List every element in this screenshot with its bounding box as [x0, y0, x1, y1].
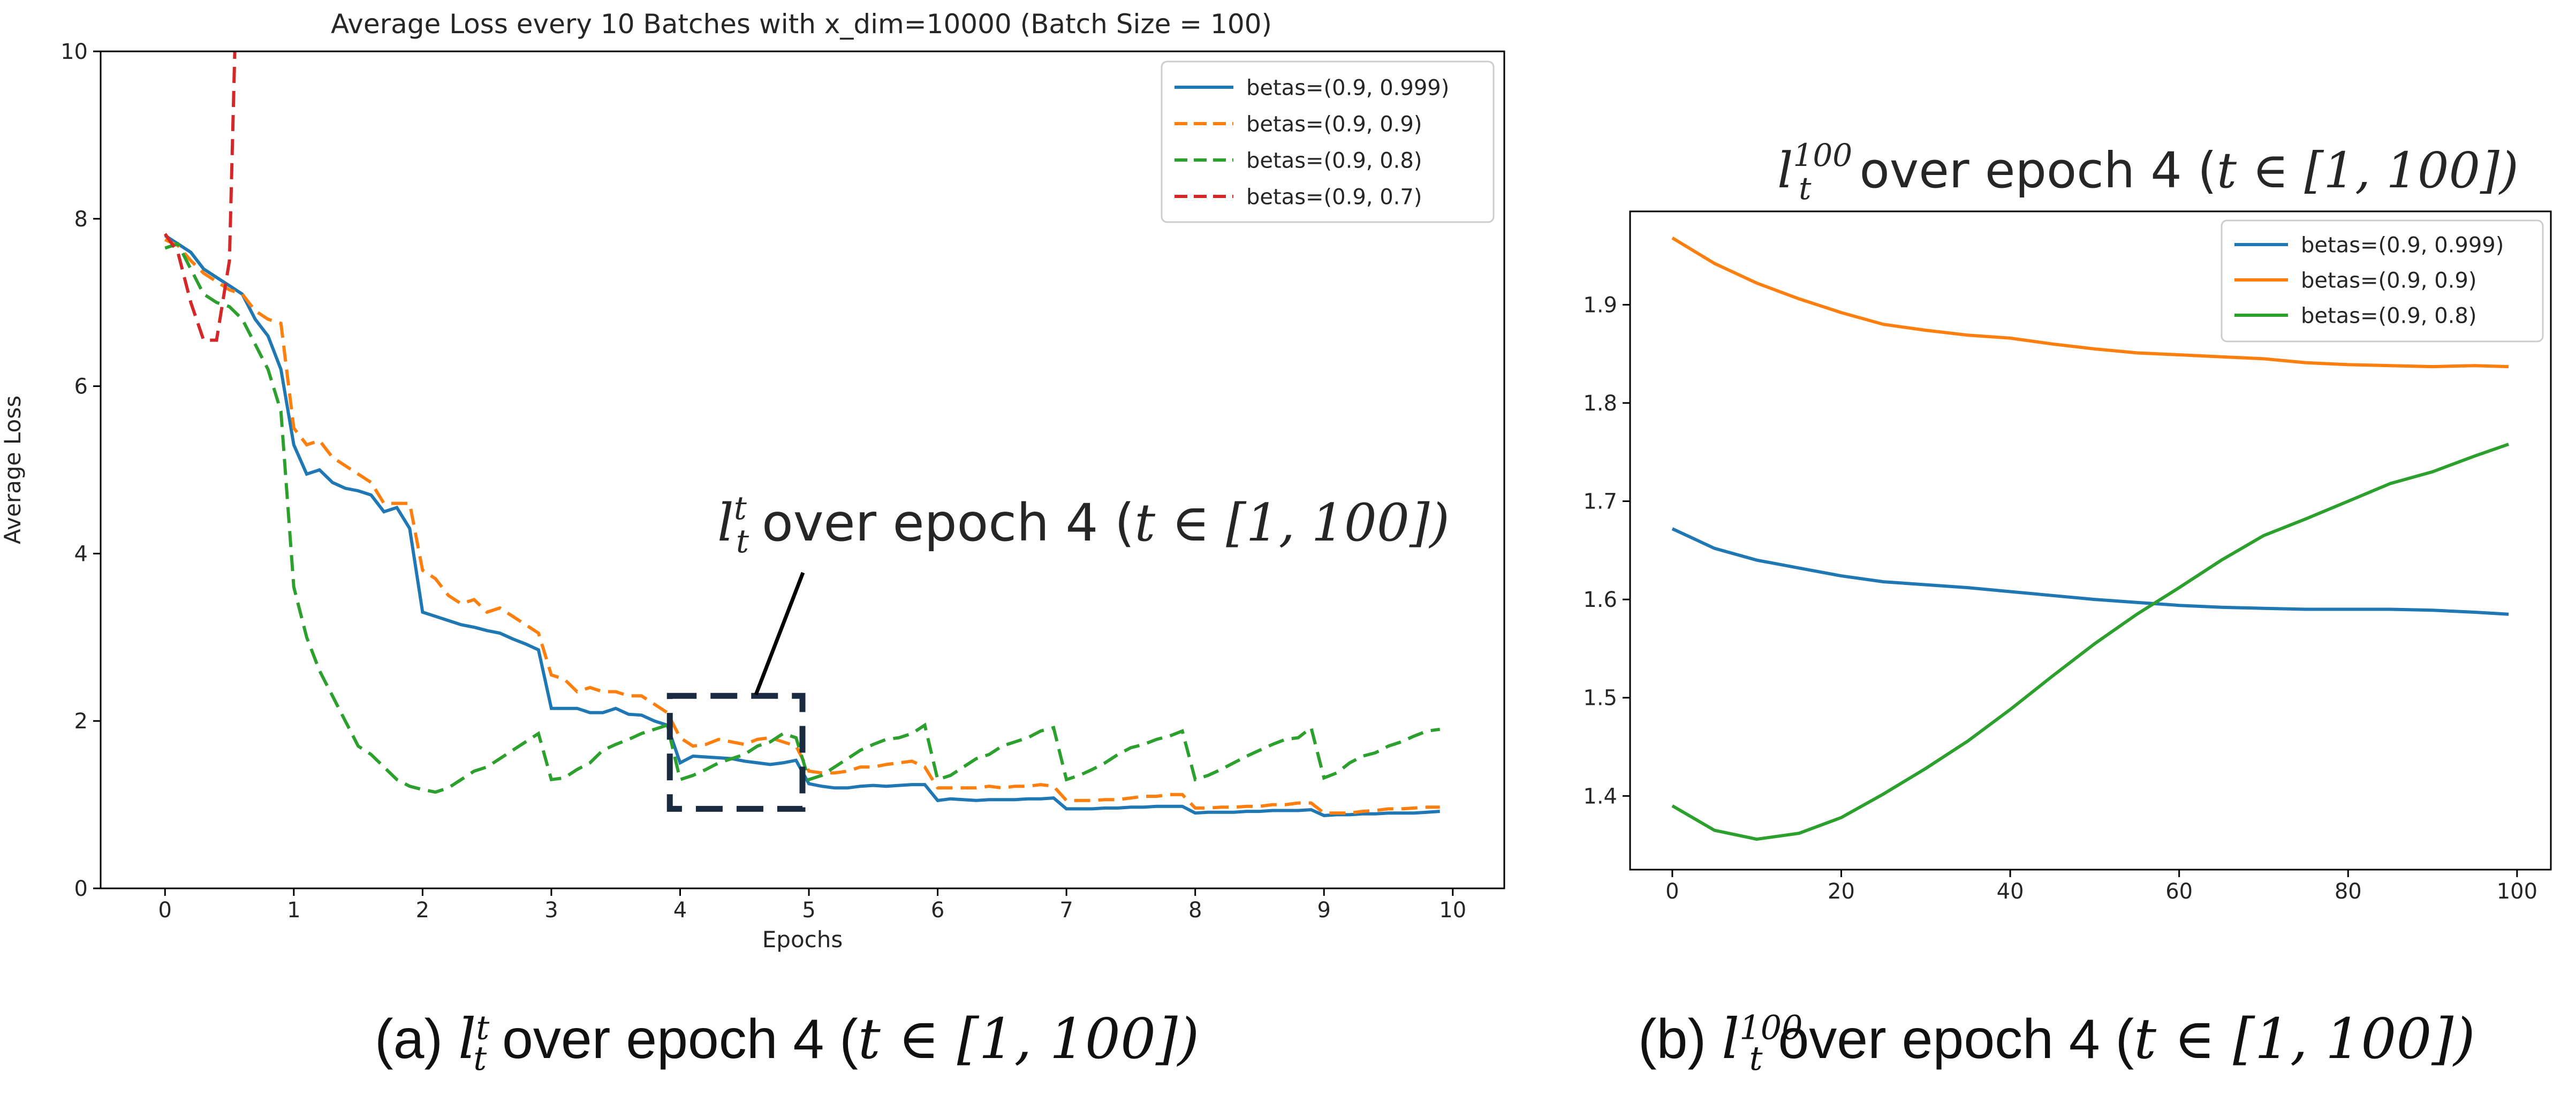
caption-b: (b) l100t over epoch 4 (t ∈ [1, 100]): [1638, 1006, 2475, 1078]
a-x-tick-label-3: 3: [544, 898, 558, 923]
b-legend-label-0: betas=(0.9, 0.999): [2301, 233, 2504, 257]
b-y-tick-label-5: 1.9: [1583, 293, 1617, 317]
caption-b-text: over epoch 4 (: [1778, 1008, 2134, 1070]
b-y-tick-label-0: 1.4: [1583, 784, 1617, 809]
caption-b-prefix: (b): [1638, 1008, 1707, 1070]
b-y-tick-label-3: 1.7: [1583, 490, 1617, 514]
a-x-tick-label-9: 9: [1317, 898, 1331, 923]
a-y-tick-label-5: 10: [60, 40, 88, 64]
caption-a-text: over epoch 4 (: [502, 1008, 858, 1070]
a-x-tick-label-0: 0: [158, 898, 172, 923]
a-series-line-2: [164, 242, 1441, 794]
a-y-tick-label-2: 4: [74, 542, 88, 566]
a-x-tick-label-4: 4: [673, 898, 687, 923]
b-chart-title: l100 t over epoch 4 (t ∈ [1, 100]): [1777, 137, 2519, 207]
b-x-tick-label-0: 0: [1665, 879, 1679, 904]
b-series-line-1: [1671, 237, 2509, 369]
caption-a-range: t ∈ [1, 100]): [858, 1006, 1200, 1071]
caption-b-math: l100t: [1722, 1006, 1803, 1078]
a-legend-label-3: betas=(0.9, 0.7): [1246, 185, 1422, 209]
a-y-tick-label-0: 0: [74, 877, 88, 901]
a-y-tick-label-1: 2: [74, 709, 88, 734]
a-zoom-box: [666, 693, 806, 812]
a-y-axis-label: Average Loss: [0, 395, 26, 544]
b-series-line-0: [1671, 527, 2509, 616]
b-legend-box: [2221, 219, 2544, 343]
a-x-tick-label-8: 8: [1188, 898, 1202, 923]
a-legend-box: [1161, 60, 1495, 223]
caption-a-math: ltt: [458, 1006, 490, 1078]
a-x-tick-label-1: 1: [287, 898, 300, 923]
a-y-tick-label-3: 6: [74, 375, 88, 399]
b-legend-label-1: betas=(0.9, 0.9): [2301, 268, 2476, 293]
b-x-tick-label-3: 60: [2165, 879, 2193, 904]
b-x-tick-label-4: 80: [2335, 879, 2362, 904]
a-y-tick-label-4: 8: [74, 207, 88, 232]
a-x-tick-label-6: 6: [931, 898, 944, 923]
a-chart-title: Average Loss every 10 Batches with x_dim…: [331, 9, 1272, 40]
a-series-line-3: [163, 51, 237, 342]
a-x-tick-label-7: 7: [1059, 898, 1073, 923]
b-y-tick-label-1: 1.5: [1583, 686, 1617, 711]
a-x-tick-label-10: 10: [1439, 898, 1466, 923]
b-axes-frame: [1629, 210, 2552, 871]
b-x-tick-label-5: 100: [2497, 879, 2537, 904]
a-axes-frame: [100, 50, 1505, 889]
a-annotation-pointer: [754, 572, 805, 696]
b-x-tick-label-1: 20: [1828, 879, 1855, 904]
b-y-tick-label-2: 1.6: [1583, 588, 1617, 612]
b-series-line-2: [1671, 443, 2510, 841]
b-y-tick-label-4: 1.8: [1583, 391, 1617, 416]
caption-a: (a) ltt over epoch 4 (t ∈ [1, 100]): [375, 1006, 1199, 1078]
a-x-tick-label-5: 5: [802, 898, 815, 923]
b-x-tick-label-2: 40: [1997, 879, 2024, 904]
a-x-tick-label-2: 2: [416, 898, 429, 923]
caption-a-prefix: (a): [375, 1008, 443, 1070]
a-legend-label-2: betas=(0.9, 0.8): [1246, 148, 1422, 173]
caption-b-range: t ∈ [1, 100]): [2134, 1006, 2475, 1071]
a-legend-label-0: betas=(0.9, 0.999): [1246, 75, 1449, 100]
a-legend-label-1: betas=(0.9, 0.9): [1246, 112, 1422, 136]
a-x-axis-label: Epochs: [762, 926, 843, 953]
a-annotation-label: lt t over epoch 4 (t ∈ [1, 100]): [717, 490, 1450, 560]
b-legend-label-2: betas=(0.9, 0.8): [2301, 303, 2476, 328]
